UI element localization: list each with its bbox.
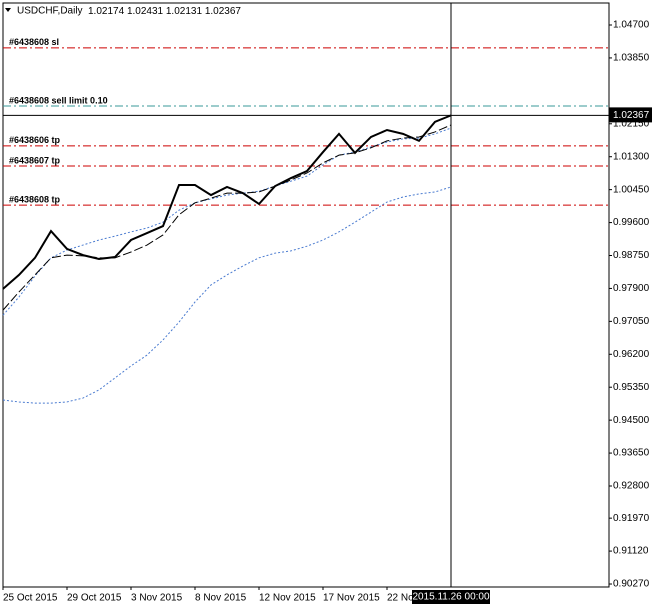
y-tick-label: 0.96200 bbox=[613, 349, 650, 360]
order-label: #6438607 tp bbox=[9, 155, 61, 165]
series-line bbox=[2, 114, 452, 290]
y-tick-label: 1.00450 bbox=[613, 184, 650, 195]
series-line bbox=[2, 124, 452, 311]
x-tick-label: 29 Oct 2015 bbox=[67, 593, 122, 604]
x-tick-label: 17 Nov 2015 bbox=[323, 593, 380, 604]
y-tick-label: 0.93650 bbox=[613, 448, 650, 459]
menu-triangle[interactable] bbox=[5, 8, 11, 12]
y-tick-label: 0.95350 bbox=[613, 382, 650, 393]
y-tick-label: 1.04700 bbox=[613, 20, 650, 31]
ohlc-close: 1.02367 bbox=[205, 6, 242, 17]
order-label: #6438608 tp bbox=[9, 195, 61, 205]
y-tick-label: 0.92800 bbox=[613, 481, 650, 492]
x-tick-label: 25 Oct 2015 bbox=[3, 593, 58, 604]
ohlc-high: 1.02431 bbox=[127, 6, 164, 17]
y-tick-label: 0.90270 bbox=[613, 579, 650, 590]
crosshair-time: 2015.11.26 00:00 bbox=[412, 592, 490, 603]
y-tick-label: 1.02150 bbox=[613, 118, 650, 129]
y-tick-label: 0.91970 bbox=[613, 513, 650, 524]
y-tick-label: 0.98750 bbox=[613, 250, 650, 261]
series-line bbox=[2, 186, 452, 404]
ohlc-open: 1.02174 bbox=[88, 6, 125, 17]
y-tick-label: 1.01300 bbox=[613, 151, 650, 162]
order-label: #6438608 sell limit 0.10 bbox=[9, 95, 108, 105]
y-tick-label: 1.03850 bbox=[613, 53, 650, 64]
y-tick-label: 0.97050 bbox=[613, 316, 650, 327]
chart-title: USDCHF,Daily bbox=[17, 6, 83, 17]
y-tick-label: 0.94500 bbox=[613, 415, 650, 426]
plot-frame bbox=[2, 2, 610, 588]
y-tick-label: 0.97900 bbox=[613, 283, 650, 294]
y-tick-label: 0.91120 bbox=[613, 546, 649, 557]
x-tick-label: 8 Nov 2015 bbox=[195, 593, 247, 604]
ohlc-low: 1.02131 bbox=[166, 6, 203, 17]
x-tick-label: 3 Nov 2015 bbox=[131, 593, 183, 604]
time-box bbox=[412, 590, 490, 604]
ohlc: 1.02174 1.02431 1.02131 1.02367 bbox=[88, 6, 241, 17]
y-tick-label: 0.99600 bbox=[613, 217, 650, 228]
order-label: #6438608 sl bbox=[9, 37, 59, 47]
order-label: #6438606 tp bbox=[9, 135, 61, 145]
price-label: 1.02367 bbox=[613, 110, 650, 121]
price-box bbox=[609, 107, 652, 123]
x-tick-label: 12 Nov 2015 bbox=[259, 593, 316, 604]
